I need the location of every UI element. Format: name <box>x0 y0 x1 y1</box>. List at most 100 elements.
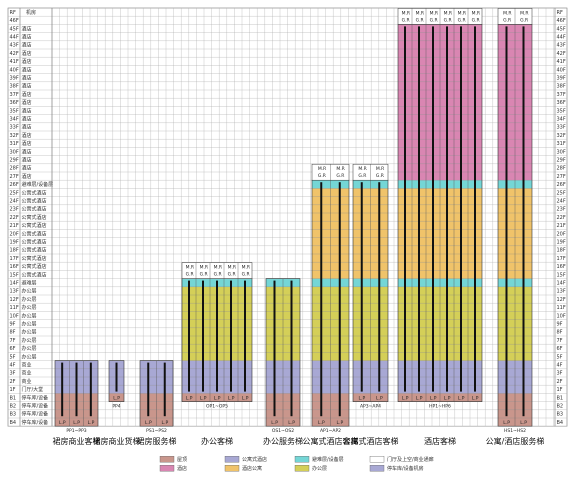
floor-label: 36F <box>10 100 19 106</box>
floor-label: 34F <box>557 117 566 123</box>
car-tag-bottom: L.P <box>228 396 235 402</box>
car-tag-mr: M.R <box>214 265 222 271</box>
legend-swatch <box>224 456 240 463</box>
floor-label: 21F <box>10 223 19 229</box>
floor-label: 43F <box>10 43 19 49</box>
function-label: 酒店 <box>22 66 32 73</box>
floor-label: 9F <box>10 322 16 328</box>
function-label: 办公层 <box>22 321 37 328</box>
floor-label: 39F <box>557 76 566 82</box>
group-caption: AP3~AP4 <box>360 404 381 410</box>
floor-label: 41F <box>10 59 19 65</box>
car-tag-gr: G.R <box>186 272 194 278</box>
floor-label: 40F <box>10 67 19 73</box>
car-tag-gr: G.R <box>228 272 236 278</box>
function-label: 停车库/设备 <box>22 394 49 401</box>
floor-label: 44F <box>10 35 19 41</box>
floor-label: 38F <box>10 84 19 90</box>
function-label: 办公层 <box>22 312 37 319</box>
floor-label: 1F <box>557 387 563 393</box>
car-tag-mr: M.R <box>318 166 326 172</box>
floor-label: 22F <box>557 215 566 221</box>
group-label: 办公服务梯 <box>263 436 303 446</box>
legend-label: 停车库/设备机房 <box>387 465 424 472</box>
floor-label: 3F <box>557 371 563 377</box>
function-label: 酒店 <box>22 58 32 65</box>
floor-label: 23F <box>557 207 566 213</box>
machine-room-label: 机房 <box>26 9 36 16</box>
function-label: 公寓式酒店 <box>22 239 47 246</box>
legend-label: 公寓式酒店 <box>242 456 267 463</box>
car-tag-bottom: L.P <box>288 420 295 426</box>
floor-label: 13F <box>557 289 566 295</box>
floor-label: 33F <box>557 125 566 131</box>
floor-label: 18F <box>557 248 566 254</box>
function-label: 办公层 <box>22 353 37 360</box>
function-label: 酒店 <box>22 116 32 123</box>
car-tag-gr: G.R <box>242 272 250 278</box>
elevator-shaft <box>360 182 363 392</box>
floor-label: 24F <box>10 199 19 205</box>
floor-label: 36F <box>557 100 566 106</box>
car-tag-mr: M.R <box>242 265 250 271</box>
car-tag-bottom: L.P <box>145 420 152 426</box>
legend-label: 酒店 <box>177 465 187 472</box>
car-tag-bottom: L.P <box>472 396 479 402</box>
car-tag-gr: G.R <box>358 173 366 179</box>
floor-label: B4 <box>10 420 17 426</box>
car-tag-gr: G.R <box>444 17 452 23</box>
elevator-shaft <box>378 182 381 392</box>
floor-label: 29F <box>557 158 566 164</box>
function-labels: 停车库/设备停车库/设备停车库/设备停车库/设备门厅/大堂商业商业商业办公层办公… <box>22 9 54 426</box>
group-caption: PP1~PP3 <box>66 428 86 434</box>
group-caption: HS1~HS2 <box>504 428 526 434</box>
group-label: 公寓/酒店服务梯 <box>486 436 545 446</box>
floor-label: RF <box>557 10 563 16</box>
floor-label: 35F <box>557 108 566 114</box>
car-tag-mr: M.R <box>520 10 528 16</box>
elevator-shaft <box>460 26 462 392</box>
car-tag-gr: G.R <box>503 17 511 23</box>
floor-label: 1F <box>10 387 16 393</box>
car-tag-bottom: L.P <box>402 396 409 402</box>
group-label: 裙房商业货梯 <box>93 436 141 446</box>
car-tag-gr: G.R <box>336 173 344 179</box>
floor-labels-right: B4 B3 B2 B1 1F 2F 3F 4F 5F 6F 7F 8F 9F 10F 11F 12F 13F 14… <box>557 10 566 426</box>
function-label: 停车库/设备 <box>22 411 49 418</box>
car-tag-mr: M.R <box>458 10 466 16</box>
function-label: 公寓式酒店 <box>22 189 47 196</box>
floor-label: 25F <box>557 190 566 196</box>
floor-label: 6F <box>557 346 563 352</box>
car-tag-bottom: L.P <box>337 420 344 426</box>
elevator-group-ps: L.P L.P PS1~PS2 裙房服务梯 <box>137 360 177 446</box>
floor-label: 22F <box>10 215 19 221</box>
floor-label: 17F <box>10 256 19 262</box>
car-tag-mr: M.R <box>416 10 424 16</box>
function-label: 商业 <box>22 378 32 385</box>
function-label: 停车库/设备 <box>22 419 49 426</box>
function-label: 办公层 <box>22 345 37 352</box>
elevator-shaft <box>75 362 78 417</box>
legend-label: 办公层 <box>312 465 327 472</box>
floor-label: 34F <box>10 117 19 123</box>
floor-label: 37F <box>10 92 19 98</box>
function-label: 公寓式酒店 <box>22 271 47 278</box>
floor-label: 8F <box>10 330 16 336</box>
floor-label: B2 <box>10 404 17 410</box>
floor-label: 6F <box>10 346 16 352</box>
car-tag-bottom: L.P <box>416 396 423 402</box>
elevator-shaft <box>89 362 92 417</box>
floor-label: 45F <box>10 26 19 32</box>
floor-label: 28F <box>557 166 566 172</box>
floor-label: 43F <box>557 43 566 49</box>
floor-label: 26F <box>557 182 566 188</box>
floor-label: 2F <box>557 379 563 385</box>
car-tag-bottom: L.P <box>214 396 221 402</box>
car-tag-bottom: L.P <box>359 396 366 402</box>
floor-label: 16F <box>10 264 19 270</box>
legend-label: 门厅及上空/商业通廊 <box>387 456 434 463</box>
function-label: 酒店 <box>22 140 32 147</box>
function-label: 商业 <box>22 362 32 369</box>
